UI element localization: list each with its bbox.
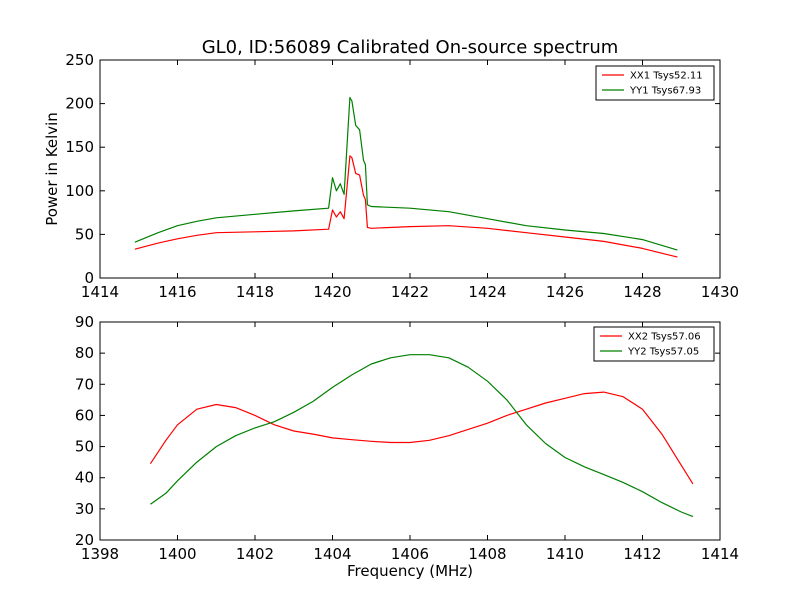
y-tick-label: 60 <box>75 406 94 424</box>
x-tick-label: 1418 <box>236 283 274 301</box>
legend-box <box>595 65 715 101</box>
legend-1: XX1 Tsys52.11 YY1 Tsys67.93 <box>595 65 715 101</box>
legend-2: XX2 Tsys57.06 YY2 Tsys57.05 <box>593 326 715 362</box>
x-tick-label: 1428 <box>623 283 661 301</box>
y-tick-label: 20 <box>75 531 94 549</box>
x-tick-label: 1424 <box>468 283 506 301</box>
series-line-2-2 <box>150 354 694 518</box>
x-tick-label: 1410 <box>546 545 584 563</box>
y-tick-label: 200 <box>65 95 94 113</box>
x-tick-label: 1422 <box>391 283 429 301</box>
x-tick-label: 1420 <box>313 283 351 301</box>
y-tick-label: 40 <box>75 469 94 487</box>
x-tick-label: 1414 <box>81 283 119 301</box>
x-tick-label: 1400 <box>158 545 196 563</box>
legend-label: YY2 Tsys57.05 <box>627 347 699 358</box>
x-tick-label: 1408 <box>468 545 506 563</box>
chart-title: GL0, ID:56089 Calibrated On-source spect… <box>202 37 619 58</box>
x-tick-label: 1398 <box>81 545 119 563</box>
x-axis-label: Frequency (MHz) <box>347 562 473 580</box>
x-tick-label: 1414 <box>701 545 739 563</box>
x-tick-label: 1402 <box>236 545 274 563</box>
x-tick-label: 1406 <box>391 545 429 563</box>
plot-panel-1: 1414 1416 1418 1420 1422 1424 1426 1428 1430 0 50 1… <box>65 51 739 301</box>
x-tick-label: 1404 <box>313 545 351 563</box>
y-tick-label: 30 <box>75 500 94 518</box>
x-tick-label: 1416 <box>158 283 196 301</box>
x-tick-label: 1430 <box>701 283 739 301</box>
legend-box <box>593 326 715 362</box>
y-tick-label: 250 <box>65 51 94 69</box>
y-axis-label: Power in Kelvin <box>43 112 61 226</box>
series-line-2-1 <box>149 391 694 485</box>
y-tick-label: 80 <box>75 344 94 362</box>
plot-panel-2: 1398 1400 1402 1404 1406 1408 1410 1412 1414 20 30… <box>75 313 739 563</box>
legend-label: XX1 Tsys52.11 <box>630 71 703 82</box>
x-tick-label: 1412 <box>623 545 661 563</box>
series-line-1-1 <box>134 155 678 258</box>
y-tick-label: 50 <box>75 225 94 243</box>
legend-label: XX2 Tsys57.06 <box>628 332 701 343</box>
y-tick-label: 0 <box>84 269 94 287</box>
y-tick-label: 150 <box>65 138 94 156</box>
series-line-1-2 <box>134 96 678 251</box>
x-tick-label: 1426 <box>546 283 584 301</box>
y-tick-label: 100 <box>65 182 94 200</box>
y-tick-label: 50 <box>75 438 94 456</box>
y-tick-label: 70 <box>75 375 94 393</box>
y-tick-label: 90 <box>75 313 94 331</box>
legend-label: YY1 Tsys67.93 <box>629 86 701 97</box>
